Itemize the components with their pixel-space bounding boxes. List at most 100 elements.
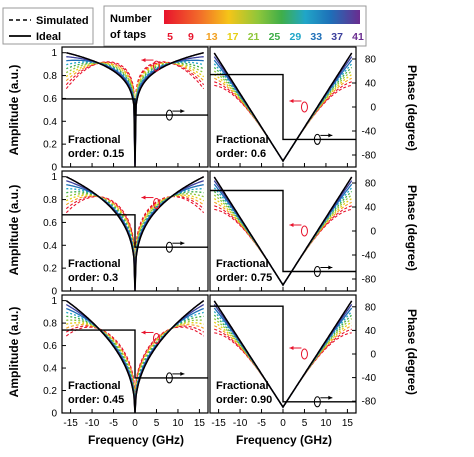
amplitude-marker-circle (300, 348, 308, 360)
fractional-order-value: order: 0.45 (68, 394, 124, 406)
amp-tick-label: 0 (51, 409, 57, 420)
x-tick-label: 5 (302, 418, 308, 429)
amplitude-marker-arrowhead (289, 99, 294, 103)
tap-label: 9 (188, 31, 194, 43)
panel-1: 0 0.2 0.4 0.6 0.8 1 Fractional order: 0.15 (43, 46, 209, 174)
left-ylabel-mid: Amplitude (a.u.) (7, 185, 21, 276)
amplitude-marker-circle (300, 101, 308, 113)
amp-tick-label: 0.4 (43, 364, 57, 375)
phase-tick-label: 80 (365, 55, 377, 66)
ideal-amplitude-curve (213, 52, 353, 163)
amp-tick-label: 0 (51, 163, 57, 174)
phase-tick-label: 80 (365, 302, 377, 313)
amp-tick-label: 0.8 (43, 71, 57, 82)
phase-marker-arrowhead (328, 133, 333, 138)
phase-tick-label: 0 (370, 227, 376, 238)
simulated-curve (66, 191, 204, 285)
left-ylabel-top: Amplitude (a.u.) (7, 65, 21, 156)
line-style-legend: Simulated Ideal (2, 7, 94, 45)
x-tick-label: -15 (63, 418, 78, 429)
ideal-phase-step (62, 329, 208, 379)
amp-tick-label: 0.8 (43, 195, 57, 206)
amp-tick-label: 0.8 (43, 319, 57, 330)
amplitude-marker-circle (152, 332, 160, 344)
amp-tick-label: 0.6 (43, 341, 57, 352)
legend-box (2, 7, 94, 45)
ideal-label: Ideal (36, 31, 61, 43)
simulated-curve (214, 208, 352, 287)
tap-label: 21 (248, 31, 260, 43)
panel-5: -15 -10 -5 0 5 10 15 0 0.2 0.4 0.6 0.8 1 Fractional or… (43, 294, 209, 429)
left-ylabel-bot: Amplitude (a.u.) (7, 307, 21, 398)
phase-marker-circle (313, 396, 321, 408)
phase-marker-arrowhead (180, 241, 185, 246)
x-tick-label: 0 (132, 418, 138, 429)
ideal-phase-step (210, 73, 356, 141)
x-tick-label: 15 (342, 418, 354, 429)
amp-tick-label: 0.2 (43, 140, 57, 151)
x-tick-label: 10 (172, 418, 184, 429)
phase-tick-label: 0 (370, 103, 376, 114)
x-tick-label: -10 (85, 418, 100, 429)
fractional-order-value: order: 0.3 (68, 272, 118, 284)
amplitude-marker-arrowhead (141, 195, 146, 200)
amp-tick-label: 1 (51, 296, 57, 307)
phase-tick-label: 80 (365, 179, 377, 190)
ideal-phase-step (210, 305, 356, 403)
fractional-order-value: order: 0.75 (216, 272, 272, 284)
simulated-curve (214, 84, 352, 163)
simulated-curve (66, 325, 204, 400)
fractional-order-label: Fractional (216, 258, 269, 270)
ideal-amplitude-curve (65, 176, 205, 291)
ideal-phase-step (62, 98, 208, 116)
simulated-curve (214, 77, 352, 163)
fractional-order-value: order: 0.90 (216, 394, 272, 406)
x-tick-label: 0 (280, 418, 286, 429)
amp-tick-label: 0.6 (43, 94, 57, 105)
panel-4: -80 -40 0 40 80 Fractional order: 0.75 (209, 170, 377, 292)
phase-tick-label: -80 (362, 397, 377, 408)
fractional-order-value: order: 0.15 (68, 148, 124, 160)
phase-marker-arrowhead (180, 109, 185, 114)
ideal-amplitude-curve (213, 300, 353, 409)
simulated-curve (214, 332, 352, 409)
amplitude-marker-arrowhead (289, 346, 294, 350)
x-tick-label: 5 (154, 418, 160, 429)
right-ylabel-bot: Phase (degree) (405, 309, 419, 395)
simulated-curve (214, 201, 352, 287)
x-tick-label: -15 (211, 418, 226, 429)
phase-marker-circle (313, 133, 321, 145)
phase-tick-label: 0 (370, 350, 376, 361)
x-tick-label: -5 (257, 418, 266, 429)
tap-label: 41 (352, 31, 364, 43)
phase-tick-label: -40 (362, 251, 377, 262)
right-ylabel-mid: Phase (degree) (405, 185, 419, 271)
amp-tick-label: 0.2 (43, 386, 57, 397)
taps-title-line2: of taps (110, 29, 146, 41)
phase-marker-circle (165, 372, 173, 384)
amplitude-marker-arrowhead (141, 58, 146, 63)
phase-tick-label: 40 (365, 203, 377, 214)
fractional-order-label: Fractional (68, 258, 121, 270)
simulated-curve (66, 311, 204, 408)
amp-tick-label: 0.6 (43, 218, 57, 229)
amp-tick-label: 0.2 (43, 264, 57, 275)
simulated-curve (213, 314, 353, 409)
simulated-label: Simulated (36, 15, 89, 27)
x-tick-label: -5 (109, 418, 118, 429)
ideal-amplitude-curve (213, 176, 353, 287)
phase-marker-circle (313, 266, 321, 277)
taps-legend: Number of taps 5 9 13 17 21 25 29 33 37 41 (103, 5, 367, 47)
phase-marker-arrowhead (180, 371, 185, 376)
tap-label: 17 (227, 31, 239, 43)
simulated-curve (65, 61, 205, 154)
phase-marker-circle (165, 109, 173, 121)
amp-tick-label: 1 (51, 48, 57, 59)
ideal-amplitude-curve (65, 300, 205, 413)
amplitude-marker-circle (300, 225, 308, 237)
tap-label: 29 (289, 31, 301, 43)
amp-tick-label: 0.4 (43, 241, 57, 252)
amplitude-marker-circle (152, 198, 160, 210)
panel-2: -80 -40 0 40 80 Fractional order: 0.6 (209, 46, 377, 168)
amplitude-marker-arrowhead (141, 330, 146, 335)
